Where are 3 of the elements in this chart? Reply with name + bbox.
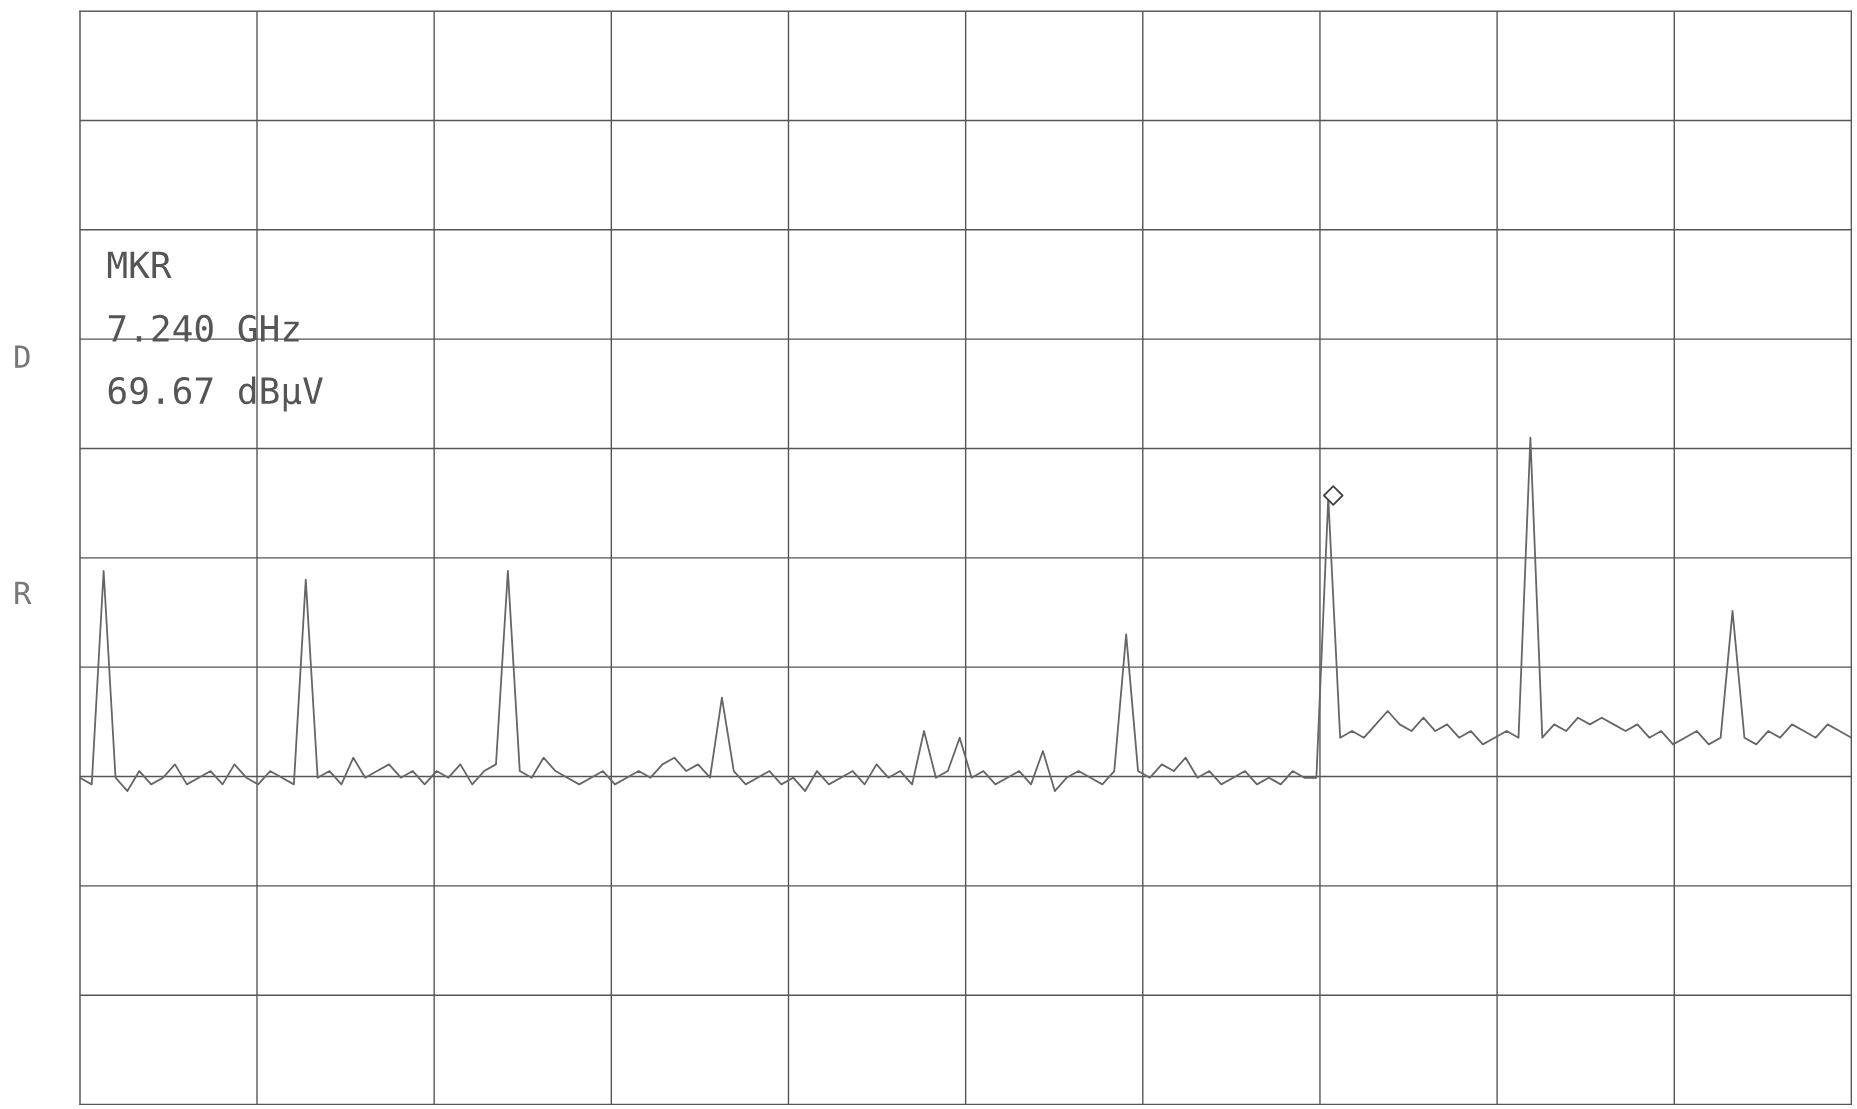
text: MKR bbox=[107, 251, 172, 279]
text: R bbox=[15, 581, 32, 605]
text: D bbox=[15, 345, 30, 368]
